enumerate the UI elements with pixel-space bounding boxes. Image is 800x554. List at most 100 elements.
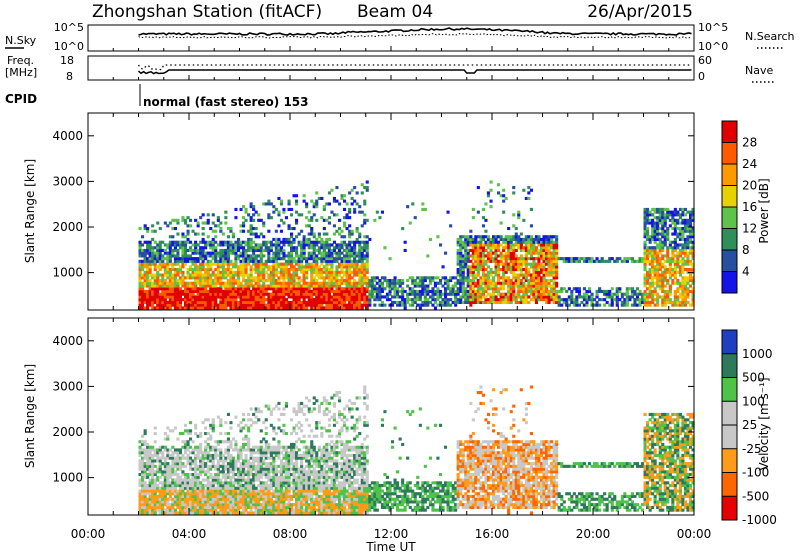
range-cell xyxy=(226,268,230,272)
range-cell xyxy=(643,251,647,255)
range-cell xyxy=(158,467,162,471)
range-cell xyxy=(287,202,291,206)
range-cell xyxy=(295,270,299,274)
range-cell xyxy=(497,281,501,285)
range-cell xyxy=(332,213,336,217)
range-cell xyxy=(199,257,203,261)
range-cell xyxy=(598,287,602,291)
range-cell xyxy=(173,246,177,250)
range-cell xyxy=(572,257,576,261)
range-cell xyxy=(267,298,271,302)
range-cell xyxy=(512,289,516,293)
range-cell xyxy=(469,303,473,307)
range-cell xyxy=(332,292,336,296)
range-cell xyxy=(449,289,453,293)
range-cell xyxy=(226,254,230,258)
range-cell xyxy=(163,432,167,436)
range-cell xyxy=(320,276,324,280)
range-cell xyxy=(625,287,629,291)
range-cell xyxy=(514,243,518,247)
range-cell xyxy=(151,259,155,263)
range-cell xyxy=(305,300,309,304)
range-cell xyxy=(524,257,528,261)
range-cell xyxy=(340,243,344,247)
range-cell xyxy=(330,284,334,288)
range-cell xyxy=(497,191,501,195)
range-cell xyxy=(648,300,652,304)
range-cell xyxy=(363,246,367,250)
range-cell xyxy=(648,235,652,239)
range-cell xyxy=(550,251,554,255)
range-cell xyxy=(562,257,566,261)
range-cell xyxy=(537,270,541,274)
range-cell xyxy=(484,281,488,285)
range-cell xyxy=(171,453,175,457)
range-cell xyxy=(643,235,647,239)
range-cell xyxy=(532,237,536,241)
range-cell xyxy=(330,254,334,258)
range-cell xyxy=(620,300,624,304)
range-cell xyxy=(229,298,233,302)
range-cell xyxy=(550,292,554,296)
range-cell xyxy=(325,259,329,263)
range-cell xyxy=(141,243,145,247)
range-cell xyxy=(156,243,160,247)
range-cell xyxy=(408,298,412,302)
range-cell xyxy=(509,300,513,304)
range-cell xyxy=(555,240,559,244)
range-cell xyxy=(151,462,155,466)
range-cell xyxy=(219,243,223,247)
range-cell xyxy=(441,292,445,296)
range-cell xyxy=(143,481,147,485)
range-cell xyxy=(229,243,233,247)
range-cell xyxy=(272,273,276,277)
range-cell xyxy=(398,284,402,288)
range-cell xyxy=(315,279,319,283)
range-cell xyxy=(408,287,412,291)
cpid-text: normal (fast stereo) 153 xyxy=(143,95,309,109)
range-cell xyxy=(148,300,152,304)
range-cell xyxy=(158,295,162,299)
range-cell xyxy=(244,259,248,263)
range-cell xyxy=(552,276,556,280)
range-cell xyxy=(524,295,528,299)
range-cell xyxy=(146,306,150,310)
range-cell xyxy=(590,298,594,302)
range-cell xyxy=(527,235,531,239)
range-cell xyxy=(494,265,498,269)
range-cell xyxy=(259,303,263,307)
range-cell xyxy=(433,306,437,310)
range-cell xyxy=(345,295,349,299)
range-cell xyxy=(153,246,157,250)
range-cell xyxy=(184,303,188,307)
range-cell xyxy=(209,434,213,438)
range-cell xyxy=(173,486,177,490)
range-cell xyxy=(163,251,167,255)
range-cell xyxy=(380,289,384,293)
range-cell xyxy=(661,295,665,299)
range-cell xyxy=(191,273,195,277)
range-cell xyxy=(401,287,405,291)
range-cell xyxy=(274,287,278,291)
range-cell xyxy=(514,237,518,241)
range-cell xyxy=(547,289,551,293)
range-cell xyxy=(476,246,480,250)
range-cell xyxy=(151,229,155,233)
range-cell xyxy=(191,259,195,263)
range-cell xyxy=(201,298,205,302)
range-cell xyxy=(585,295,589,299)
range-cell xyxy=(300,289,304,293)
range-cell xyxy=(231,270,235,274)
range-cell xyxy=(181,279,185,283)
range-cell xyxy=(189,421,193,425)
range-cell xyxy=(242,295,246,299)
range-cell xyxy=(613,298,617,302)
range-cell xyxy=(656,246,660,250)
range-cell xyxy=(540,298,544,302)
range-cell xyxy=(355,240,359,244)
range-cell xyxy=(216,295,220,299)
range-cell xyxy=(290,273,294,277)
range-cell xyxy=(643,221,647,225)
range-cell xyxy=(651,268,655,272)
range-cell xyxy=(204,276,208,280)
